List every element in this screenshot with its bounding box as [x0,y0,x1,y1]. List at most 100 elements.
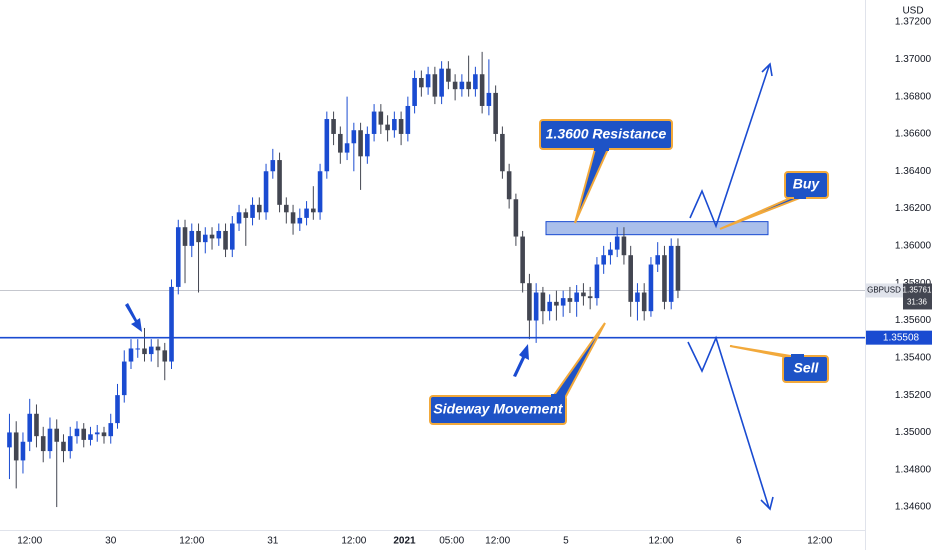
candle-body [344,143,350,153]
candle-body [74,428,80,437]
candle-body [614,236,620,250]
countdown: 31:36 [907,298,928,307]
candle-body [398,119,404,134]
candle-body [196,230,201,243]
candle-body [459,81,465,90]
candle-body [175,227,181,287]
candle-body [290,212,296,224]
symbol-label: GBPUSD [867,286,901,295]
candle-body [668,245,674,302]
candle-body [257,204,262,213]
candle-body [182,227,188,246]
callout-box [429,395,567,425]
candle-body [540,292,546,312]
symbol-label-bg [866,283,903,298]
candle-body [304,208,309,218]
candle-body [452,81,458,90]
candle-body [412,77,417,106]
y-tick-label: 1.36400 [895,166,932,177]
callout-pointer [719,195,806,230]
candle-body [135,348,141,350]
candle-body [655,255,660,265]
support-label-bg [866,330,932,345]
x-tick-label: 5 [563,536,569,547]
candle-body [317,171,323,213]
annotation: Sideway Movement [433,401,563,417]
candle-body [331,119,336,134]
callout-join [551,394,565,399]
candle-body [500,133,505,172]
candle-body [121,361,127,396]
candle-body [365,133,370,157]
candle-body [7,432,12,448]
candle-body [189,230,195,246]
y-tick-label: 1.35600 [895,315,932,326]
candle-body [27,413,33,442]
pointer-arrow [125,303,142,332]
y-tick-label: 1.35000 [895,427,932,438]
candle-body [621,236,627,256]
candle-body [587,296,593,299]
x-tick-label: 12:00 [17,536,42,547]
candle-body [392,119,397,131]
candle-body [432,74,438,97]
candle-body [378,111,384,125]
callout-join [594,146,609,151]
y-tick-label: 1.36800 [895,91,932,102]
candle-body [466,81,471,90]
candle-body [61,441,66,452]
arrow-head [760,496,774,511]
currency: USD [902,6,923,17]
candle-body [250,204,255,218]
candle-body [554,301,559,306]
candle-body [506,171,512,200]
price-label: 1.35761 [903,286,932,295]
sell-projection [687,335,770,509]
callout-box [782,355,829,383]
y-tick-label: 1.36600 [895,129,932,140]
candle-body [425,74,431,88]
candle-body [493,92,498,134]
candle-body [594,264,600,299]
candle-body [236,212,242,224]
candle-body [641,292,647,312]
candle-body [648,264,654,312]
support-label: 1.35508 [883,332,920,343]
annotation: Buy [793,176,821,192]
x-tick-label: 12:00 [807,536,832,547]
candle-body [446,68,451,82]
candle-body [148,346,154,355]
candle-body [338,133,343,153]
candle-body [371,111,377,134]
callout-join [794,194,806,199]
candle-body [94,432,100,435]
plot [0,51,865,508]
candle-body [108,423,114,437]
y-tick-label: 1.37200 [895,17,932,28]
candle-body [486,92,492,106]
candle-body [270,160,276,172]
candle-body [473,74,478,90]
pointer-arrow [513,344,529,377]
x-tick-label: 31 [267,536,279,547]
callout-pointer [551,322,606,399]
candle-body [115,395,120,424]
candle-body [547,301,552,312]
arrow-head [761,62,773,77]
candle-body [520,236,525,284]
candle-body [216,230,222,239]
candle-body [527,283,532,321]
candle-body [567,298,573,302]
candle-body [513,199,519,237]
candle-body [47,428,53,452]
candle-body [385,124,390,131]
candle-body [209,234,215,239]
candle-body [351,130,357,144]
candle-body [34,413,39,437]
candle-body [574,292,579,302]
annotation: Sell [794,360,820,376]
candle-body [284,204,289,213]
x-tick-label: 12:00 [485,536,510,547]
x-tick-label: 05:00 [439,536,464,547]
